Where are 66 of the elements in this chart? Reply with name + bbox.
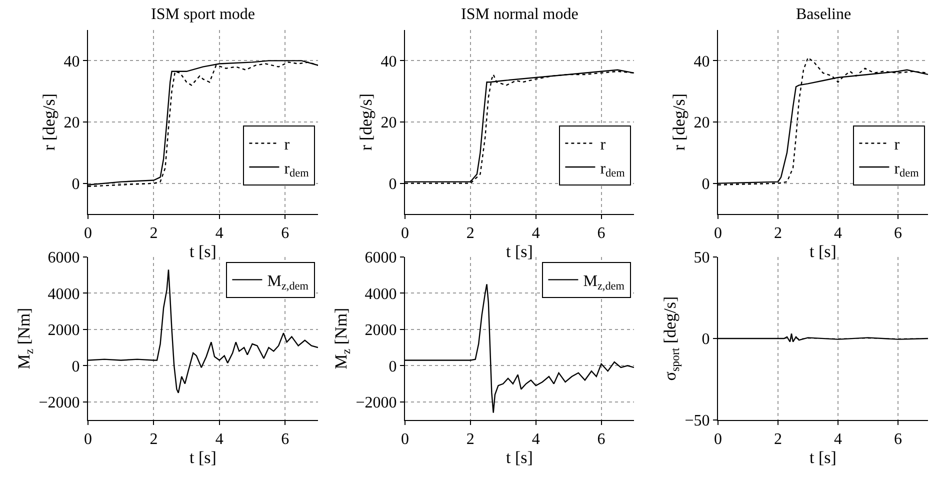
y-tick-label: 40 xyxy=(380,53,397,70)
x-tick-label: 0 xyxy=(401,431,409,448)
legend-label: M$_{z,dem}$ xyxy=(583,272,625,292)
x-tick-label: 0 xyxy=(714,431,722,448)
y-axis-title: r [deg/s] xyxy=(669,93,688,151)
y-tick-label: 0 xyxy=(388,176,397,193)
x-tick-label: 0 xyxy=(714,225,722,242)
y-tick-label: 0 xyxy=(72,358,80,376)
x-tick-label: 6 xyxy=(281,431,290,448)
y-tick-label: 6000 xyxy=(364,250,397,267)
x-tick-label: 4 xyxy=(215,225,224,242)
x-tick-label: 2 xyxy=(774,225,782,242)
legend-label: r xyxy=(284,136,290,154)
x-tick-label: 4 xyxy=(834,225,842,242)
x-tick-label: 2 xyxy=(466,431,474,448)
y-axis-title: r [deg/s] xyxy=(39,93,58,151)
y-tick-label: 40 xyxy=(64,53,80,70)
x-tick-label: 2 xyxy=(150,225,158,242)
x-tick-label: 4 xyxy=(215,431,224,448)
y-tick-label: 0 xyxy=(702,331,710,348)
legend-label: r$_{dem}$ xyxy=(284,160,310,180)
x-tick-label: 4 xyxy=(532,225,540,242)
y-tick-label: −50 xyxy=(684,412,710,430)
y-tick-label: 50 xyxy=(694,250,710,267)
y-tick-label: 20 xyxy=(380,114,397,132)
y-tick-label: 4000 xyxy=(48,286,80,303)
legend-label: r xyxy=(600,136,606,154)
x-tick-label: 6 xyxy=(597,225,606,242)
x-tick-label: 0 xyxy=(84,225,92,242)
legend-label: M$_{z,dem}$ xyxy=(267,272,309,292)
x-axis-title: t [s] xyxy=(810,242,836,262)
chart-title: ISM normal mode xyxy=(461,6,578,23)
x-tick-label: 2 xyxy=(774,431,782,448)
y-tick-label: 4000 xyxy=(364,286,397,303)
x-tick-label: 6 xyxy=(281,225,290,242)
chart-title: Baseline xyxy=(796,6,852,23)
x-tick-label: 6 xyxy=(597,431,606,448)
y-tick-label: 20 xyxy=(694,114,710,132)
x-tick-label: 0 xyxy=(84,431,92,448)
y-tick-label: −2000 xyxy=(356,394,397,412)
x-axis-title: t [s] xyxy=(506,448,533,468)
y-tick-label: 6000 xyxy=(48,250,80,267)
x-axis-title: t [s] xyxy=(810,448,836,468)
legend-label: r$_{dem}$ xyxy=(894,160,920,180)
x-tick-label: 6 xyxy=(894,225,902,242)
x-tick-label: 2 xyxy=(466,225,474,242)
y-axis-title: r [deg/s] xyxy=(356,93,376,151)
y-tick-label: 2000 xyxy=(364,322,397,340)
y-tick-label: 0 xyxy=(388,358,397,376)
legend-label: r xyxy=(894,136,900,154)
y-tick-label: 40 xyxy=(694,53,710,70)
y-tick-label: 2000 xyxy=(48,322,80,340)
x-axis-title: t [s] xyxy=(506,242,533,262)
x-tick-label: 6 xyxy=(894,431,902,448)
x-tick-label: 4 xyxy=(532,431,540,448)
y-tick-label: 0 xyxy=(702,176,710,193)
chart-title: ISM sport mode xyxy=(151,6,255,23)
legend-label: r$_{dem}$ xyxy=(600,160,626,180)
x-tick-label: 0 xyxy=(401,225,409,242)
x-tick-label: 4 xyxy=(834,431,842,448)
y-tick-label: 20 xyxy=(64,114,80,132)
x-tick-label: 2 xyxy=(150,431,158,448)
y-tick-label: 0 xyxy=(72,176,80,193)
y-tick-label: −2000 xyxy=(38,394,80,412)
x-axis-title: t [s] xyxy=(190,242,216,262)
x-axis-title: t [s] xyxy=(190,448,216,468)
